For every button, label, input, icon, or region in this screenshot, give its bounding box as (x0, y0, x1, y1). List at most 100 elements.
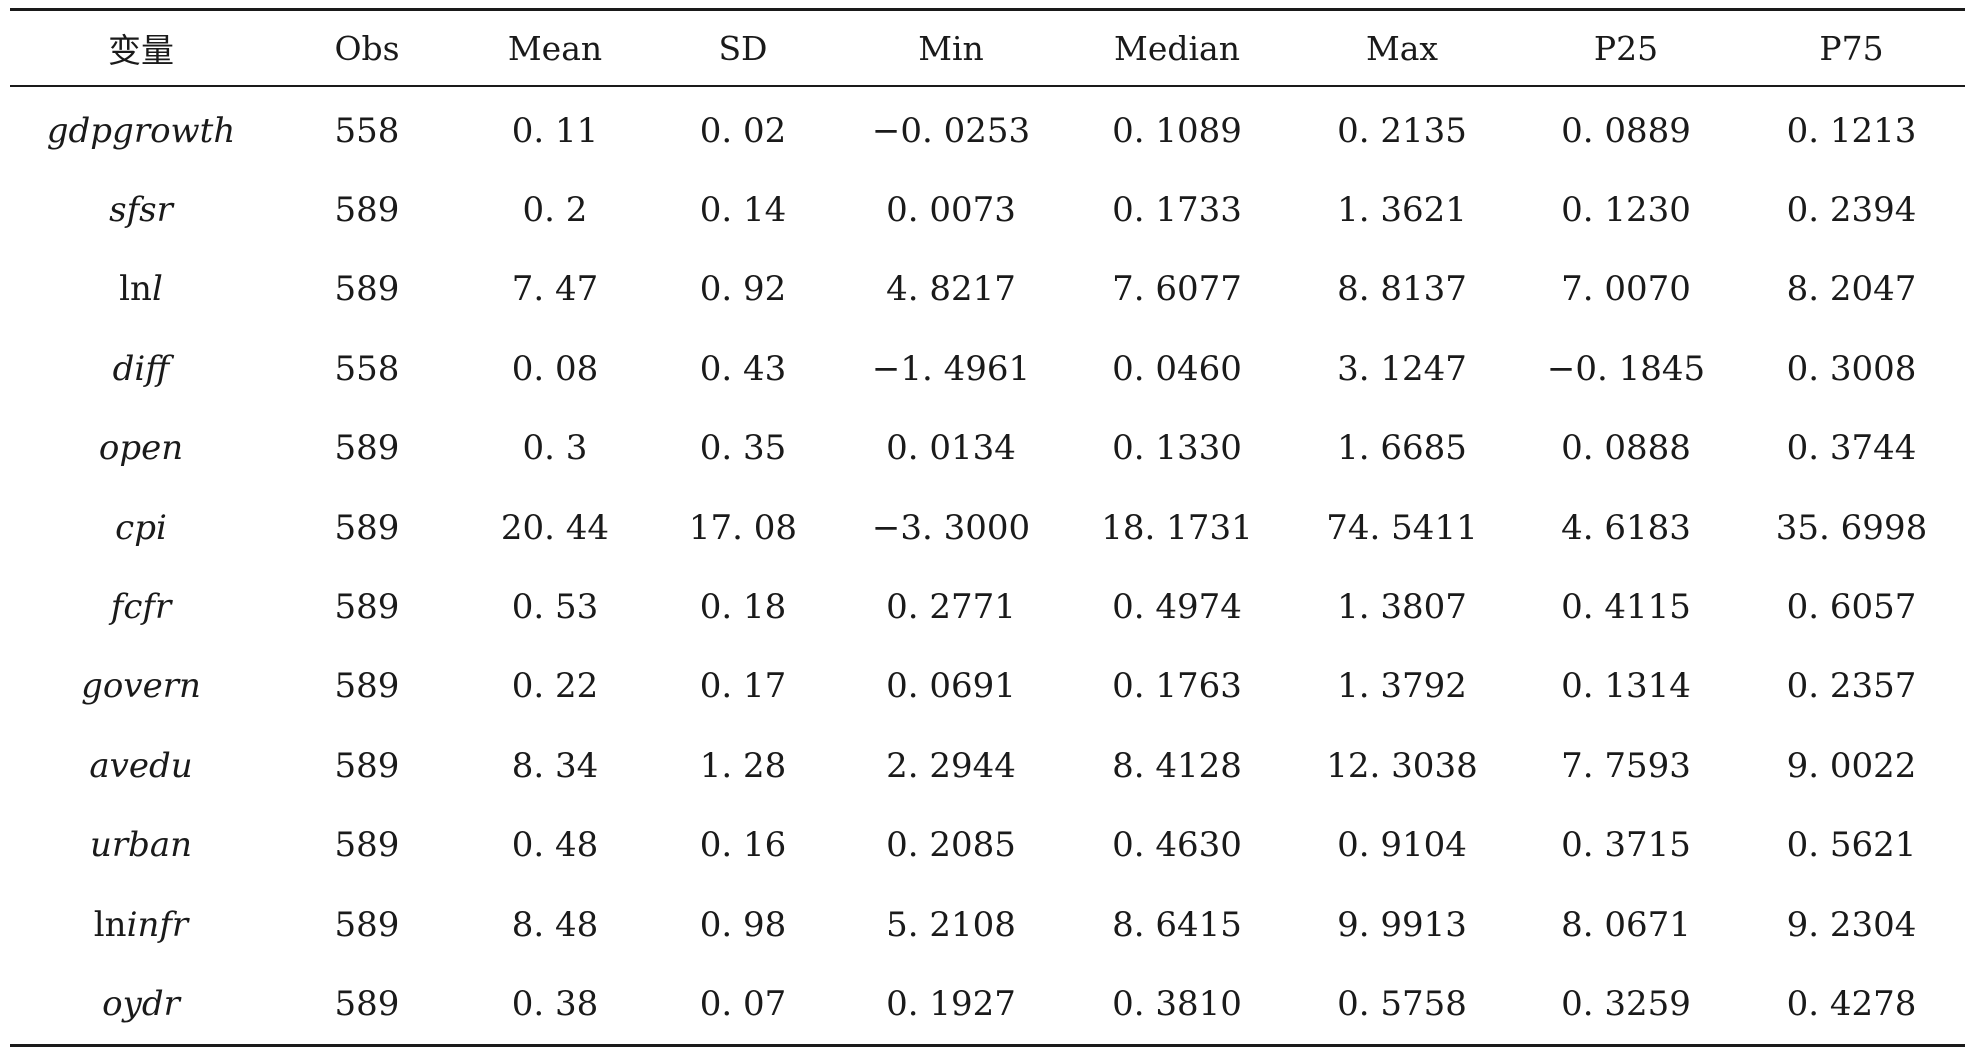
median-cell: 0. 4630 (1112, 825, 1242, 866)
min-cell: 0. 0691 (886, 666, 1016, 707)
max-cell: 74. 5411 (1326, 507, 1478, 548)
obs-cell: 558 (334, 110, 400, 151)
p25-cell: 0. 0889 (1561, 110, 1691, 151)
variable-name-cell: diff (10, 329, 272, 408)
p25-cell: −0. 1845 (1546, 348, 1706, 389)
sd-cell: 0. 02 (699, 110, 787, 151)
median-cell: 18. 1731 (1101, 507, 1253, 548)
header-obs: Obs (272, 9, 462, 87)
table-row: open 589 0. 3 0. 35 0. 0134 0. 1330 1. 6685 0. … (10, 409, 1965, 488)
variable-name-italic: avedu (89, 745, 193, 786)
table-row: avedu 589 8. 34 1. 28 2. 2944 8. 4128 12. 3038… (10, 726, 1965, 805)
max-cell: 1. 3621 (1337, 190, 1467, 231)
variable-name-prefix: ln (93, 904, 127, 945)
max-cell: 3. 1247 (1337, 348, 1467, 389)
median-cell: 0. 4974 (1112, 587, 1242, 628)
max-cell: 9. 9913 (1337, 904, 1467, 945)
p25-cell: 8. 0671 (1561, 904, 1691, 945)
sd-cell: 1. 28 (699, 745, 787, 786)
p75-cell: 0. 2394 (1786, 190, 1917, 231)
sd-cell: 0. 92 (699, 269, 787, 310)
max-cell: 0. 9104 (1337, 825, 1467, 866)
table-row: cpi 589 20. 44 17. 08 −3. 3000 18. 1731 74. 54… (10, 488, 1965, 567)
p75-cell: 0. 5621 (1786, 825, 1917, 866)
median-cell: 8. 6415 (1112, 904, 1242, 945)
sd-cell: 0. 35 (699, 428, 787, 469)
p25-cell: 0. 1314 (1561, 666, 1691, 707)
p25-cell: 0. 4115 (1561, 587, 1691, 628)
mean-cell: 0. 2 (522, 190, 588, 231)
sd-cell: 0. 43 (699, 348, 787, 389)
max-cell: 0. 5758 (1337, 983, 1467, 1024)
variable-name-cell: govern (10, 647, 272, 726)
p75-cell: 0. 1213 (1786, 110, 1917, 151)
table-body: gdpgrowth 558 0. 11 0. 02 −0. 0253 0. 1089 0. … (10, 86, 1965, 1045)
sd-cell: 17. 08 (688, 507, 798, 548)
mean-cell: 8. 34 (511, 745, 599, 786)
mean-cell: 0. 53 (511, 587, 599, 628)
min-cell: 0. 1927 (886, 983, 1016, 1024)
header-min: Min (838, 9, 1064, 87)
obs-cell: 589 (334, 825, 400, 866)
header-variable: 变量 (10, 9, 272, 87)
median-cell: 0. 1733 (1112, 190, 1242, 231)
variable-name-italic: govern (81, 666, 201, 707)
header-median: Median (1064, 9, 1290, 87)
sd-cell: 0. 98 (699, 904, 787, 945)
variable-name-cell: oydr (10, 964, 272, 1045)
min-cell: 5. 2108 (886, 904, 1016, 945)
variable-name-italic: fcfr (110, 587, 172, 628)
max-cell: 8. 8137 (1337, 269, 1467, 310)
max-cell: 0. 2135 (1337, 110, 1467, 151)
obs-cell: 589 (334, 190, 400, 231)
sd-cell: 0. 16 (699, 825, 787, 866)
obs-cell: 589 (334, 745, 400, 786)
mean-cell: 7. 47 (511, 269, 599, 310)
p75-cell: 0. 3744 (1786, 428, 1917, 469)
table-row: lnl 589 7. 47 0. 92 4. 8217 7. 6077 8. 8137 7. … (10, 250, 1965, 329)
variable-name-cell: cpi (10, 488, 272, 567)
p25-cell: 0. 1230 (1561, 190, 1691, 231)
table-row: urban 589 0. 48 0. 16 0. 2085 0. 4630 0. 9104 0… (10, 806, 1965, 885)
header-row: 变量 Obs Mean SD Min Median Max P25 P75 (10, 9, 1965, 87)
variable-name-italic: gdpgrowth (46, 110, 236, 151)
table-row: diff 558 0. 08 0. 43 −1. 4961 0. 0460 3. 1247 −… (10, 329, 1965, 408)
variable-name-cell: sfsr (10, 170, 272, 249)
obs-cell: 558 (334, 348, 400, 389)
max-cell: 1. 3807 (1337, 587, 1467, 628)
p75-cell: 8. 2047 (1786, 269, 1917, 310)
variable-name-italic: l (151, 269, 163, 310)
median-cell: 0. 1089 (1112, 110, 1242, 151)
min-cell: 4. 8217 (886, 269, 1016, 310)
variable-name-italic: open (98, 428, 184, 469)
p75-cell: 35. 6998 (1775, 507, 1928, 548)
variable-name-cell: fcfr (10, 567, 272, 646)
p75-cell: 0. 4278 (1786, 983, 1917, 1024)
header-p25: P25 (1514, 9, 1738, 87)
variable-name-cell: gdpgrowth (10, 86, 272, 170)
min-cell: −1. 4961 (871, 348, 1031, 389)
descriptive-statistics-table: 变量 Obs Mean SD Min Median Max P25 P75 gd… (10, 8, 1965, 1047)
mean-cell: 0. 22 (511, 666, 599, 707)
table-row: oydr 589 0. 38 0. 07 0. 1927 0. 3810 0. 5758 0.… (10, 964, 1965, 1045)
p75-cell: 0. 2357 (1786, 666, 1917, 707)
variable-name-cell: urban (10, 806, 272, 885)
p75-cell: 0. 6057 (1786, 587, 1917, 628)
p75-cell: 0. 3008 (1786, 348, 1917, 389)
mean-cell: 8. 48 (511, 904, 599, 945)
p75-cell: 9. 0022 (1786, 745, 1917, 786)
obs-cell: 589 (334, 269, 400, 310)
median-cell: 0. 3810 (1112, 983, 1242, 1024)
sd-cell: 0. 17 (699, 666, 787, 707)
obs-cell: 589 (334, 666, 400, 707)
table-row: gdpgrowth 558 0. 11 0. 02 −0. 0253 0. 1089 0. … (10, 86, 1965, 170)
table-row: sfsr 589 0. 2 0. 14 0. 0073 0. 1733 1. 3621 0. … (10, 170, 1965, 249)
variable-name-prefix: ln (119, 269, 152, 310)
variable-name-cell: open (10, 409, 272, 488)
min-cell: 0. 0134 (886, 428, 1016, 469)
variable-name-cell: lninfr (10, 885, 272, 964)
min-cell: −3. 3000 (871, 507, 1031, 548)
mean-cell: 20. 44 (500, 507, 610, 548)
max-cell: 1. 3792 (1337, 666, 1467, 707)
